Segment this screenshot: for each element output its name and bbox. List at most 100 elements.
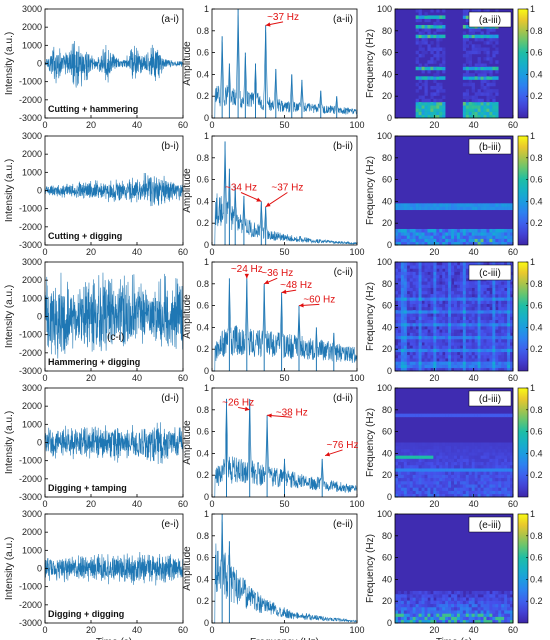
heatmap-cell xyxy=(436,413,440,418)
heatmap-cell xyxy=(498,322,502,327)
heatmap-cell xyxy=(451,600,455,605)
heatmap-cell xyxy=(427,66,431,71)
heatmap-cell xyxy=(436,452,440,456)
heatmap-cell xyxy=(477,322,481,327)
heatmap-cell xyxy=(445,262,449,266)
heatmap-cell xyxy=(415,606,419,611)
heatmap-cell xyxy=(507,606,511,611)
heatmap-cell xyxy=(424,28,428,32)
heatmap-cell xyxy=(510,606,514,611)
heatmap-cell xyxy=(480,203,484,207)
heatmap-cell xyxy=(471,613,475,617)
heatmap-cell xyxy=(480,445,484,450)
heatmap-cell xyxy=(471,28,475,32)
heatmap-cell xyxy=(439,111,443,116)
heatmap-cell xyxy=(501,329,505,333)
heatmap-cell xyxy=(395,278,399,282)
heatmap-cell xyxy=(489,114,493,119)
heatmap-cell xyxy=(498,445,502,450)
heatmap-cell xyxy=(448,490,452,495)
heatmap-cell xyxy=(489,600,493,605)
heatmap-cell xyxy=(409,484,413,488)
heatmap-cell xyxy=(451,335,455,340)
heatmap-cell xyxy=(468,322,472,327)
heatmap-cell xyxy=(477,105,481,109)
heatmap-cell xyxy=(445,268,449,272)
heatmap-cell xyxy=(468,367,472,372)
heatmap-cell xyxy=(486,338,490,343)
heatmap-cell xyxy=(397,477,402,482)
heatmap-cell xyxy=(406,458,411,463)
y-tick-label: 0 xyxy=(37,312,42,322)
heatmap-cell xyxy=(406,490,411,495)
heatmap-cell xyxy=(409,329,413,333)
heatmap-cell xyxy=(424,41,428,45)
heatmap-cell xyxy=(409,468,413,472)
panel-label: (a-ii) xyxy=(333,14,353,25)
heatmap-cell xyxy=(427,98,431,103)
y-axis-label: Frequency (Hz) xyxy=(365,29,376,98)
heatmap-cell xyxy=(403,303,408,308)
heatmap-cell xyxy=(510,319,514,324)
heatmap-cell xyxy=(397,319,402,324)
heatmap-cell xyxy=(445,448,449,453)
heatmap-cell xyxy=(412,458,416,463)
heatmap-cell xyxy=(462,464,467,469)
heatmap-cell xyxy=(421,66,425,71)
y-tick-label: 20 xyxy=(382,344,392,354)
heatmap-cell xyxy=(510,490,514,495)
heatmap-cell xyxy=(483,79,487,84)
heatmap-cell xyxy=(483,619,487,624)
heatmap-cell xyxy=(477,34,481,39)
heatmap-cell xyxy=(451,354,455,359)
x-tick-label: 50 xyxy=(279,625,289,635)
heatmap-cell xyxy=(418,111,422,116)
heatmap-cell xyxy=(477,300,481,304)
heatmap-cell xyxy=(462,468,467,472)
heatmap-cell xyxy=(442,101,446,106)
heatmap-cell xyxy=(448,603,452,608)
heatmap-cell xyxy=(415,34,419,39)
heatmap-cell xyxy=(442,597,446,601)
heatmap-cell xyxy=(421,471,425,475)
heatmap-cell xyxy=(468,284,472,288)
heatmap-cell xyxy=(465,284,470,288)
heatmap-cell xyxy=(424,493,428,498)
heatmap-cell xyxy=(439,594,443,598)
heatmap-cell xyxy=(456,281,461,285)
heatmap-cell xyxy=(430,268,434,272)
heatmap-cell xyxy=(439,290,443,295)
heatmap-cell xyxy=(465,60,470,64)
heatmap-cell xyxy=(468,232,472,236)
heatmap-cell xyxy=(507,448,511,453)
heatmap-cell xyxy=(400,474,405,479)
heatmap-cell xyxy=(507,445,511,450)
heatmap-cell xyxy=(400,278,405,282)
heatmap-cell xyxy=(465,306,470,311)
heatmap-cell xyxy=(421,367,425,372)
heatmap-cell xyxy=(456,597,461,601)
heatmap-cell xyxy=(421,597,425,601)
heatmap-cell xyxy=(445,603,449,608)
heatmap-cell xyxy=(430,85,434,90)
heatmap-cell xyxy=(480,464,484,469)
heatmap-cell xyxy=(465,310,470,314)
heatmap-cell xyxy=(448,468,452,472)
y-tick-label: 0 xyxy=(204,240,209,250)
heatmap-cell xyxy=(510,322,514,327)
heatmap-cell xyxy=(406,606,411,611)
heatmap-cell xyxy=(454,268,458,272)
heatmap-cell xyxy=(403,228,408,233)
heatmap-cell xyxy=(395,351,399,356)
heatmap-cell xyxy=(442,358,446,362)
heatmap-cell xyxy=(471,342,475,346)
heatmap-cell xyxy=(462,367,467,372)
heatmap-cell xyxy=(433,262,437,266)
heatmap-cell xyxy=(459,358,464,362)
heatmap-cell xyxy=(474,69,478,74)
heatmap-cell xyxy=(430,92,434,96)
heatmap-cell xyxy=(468,303,472,308)
heatmap-cell xyxy=(433,290,437,295)
heatmap-cell xyxy=(498,619,502,624)
heatmap-cell xyxy=(436,310,440,314)
